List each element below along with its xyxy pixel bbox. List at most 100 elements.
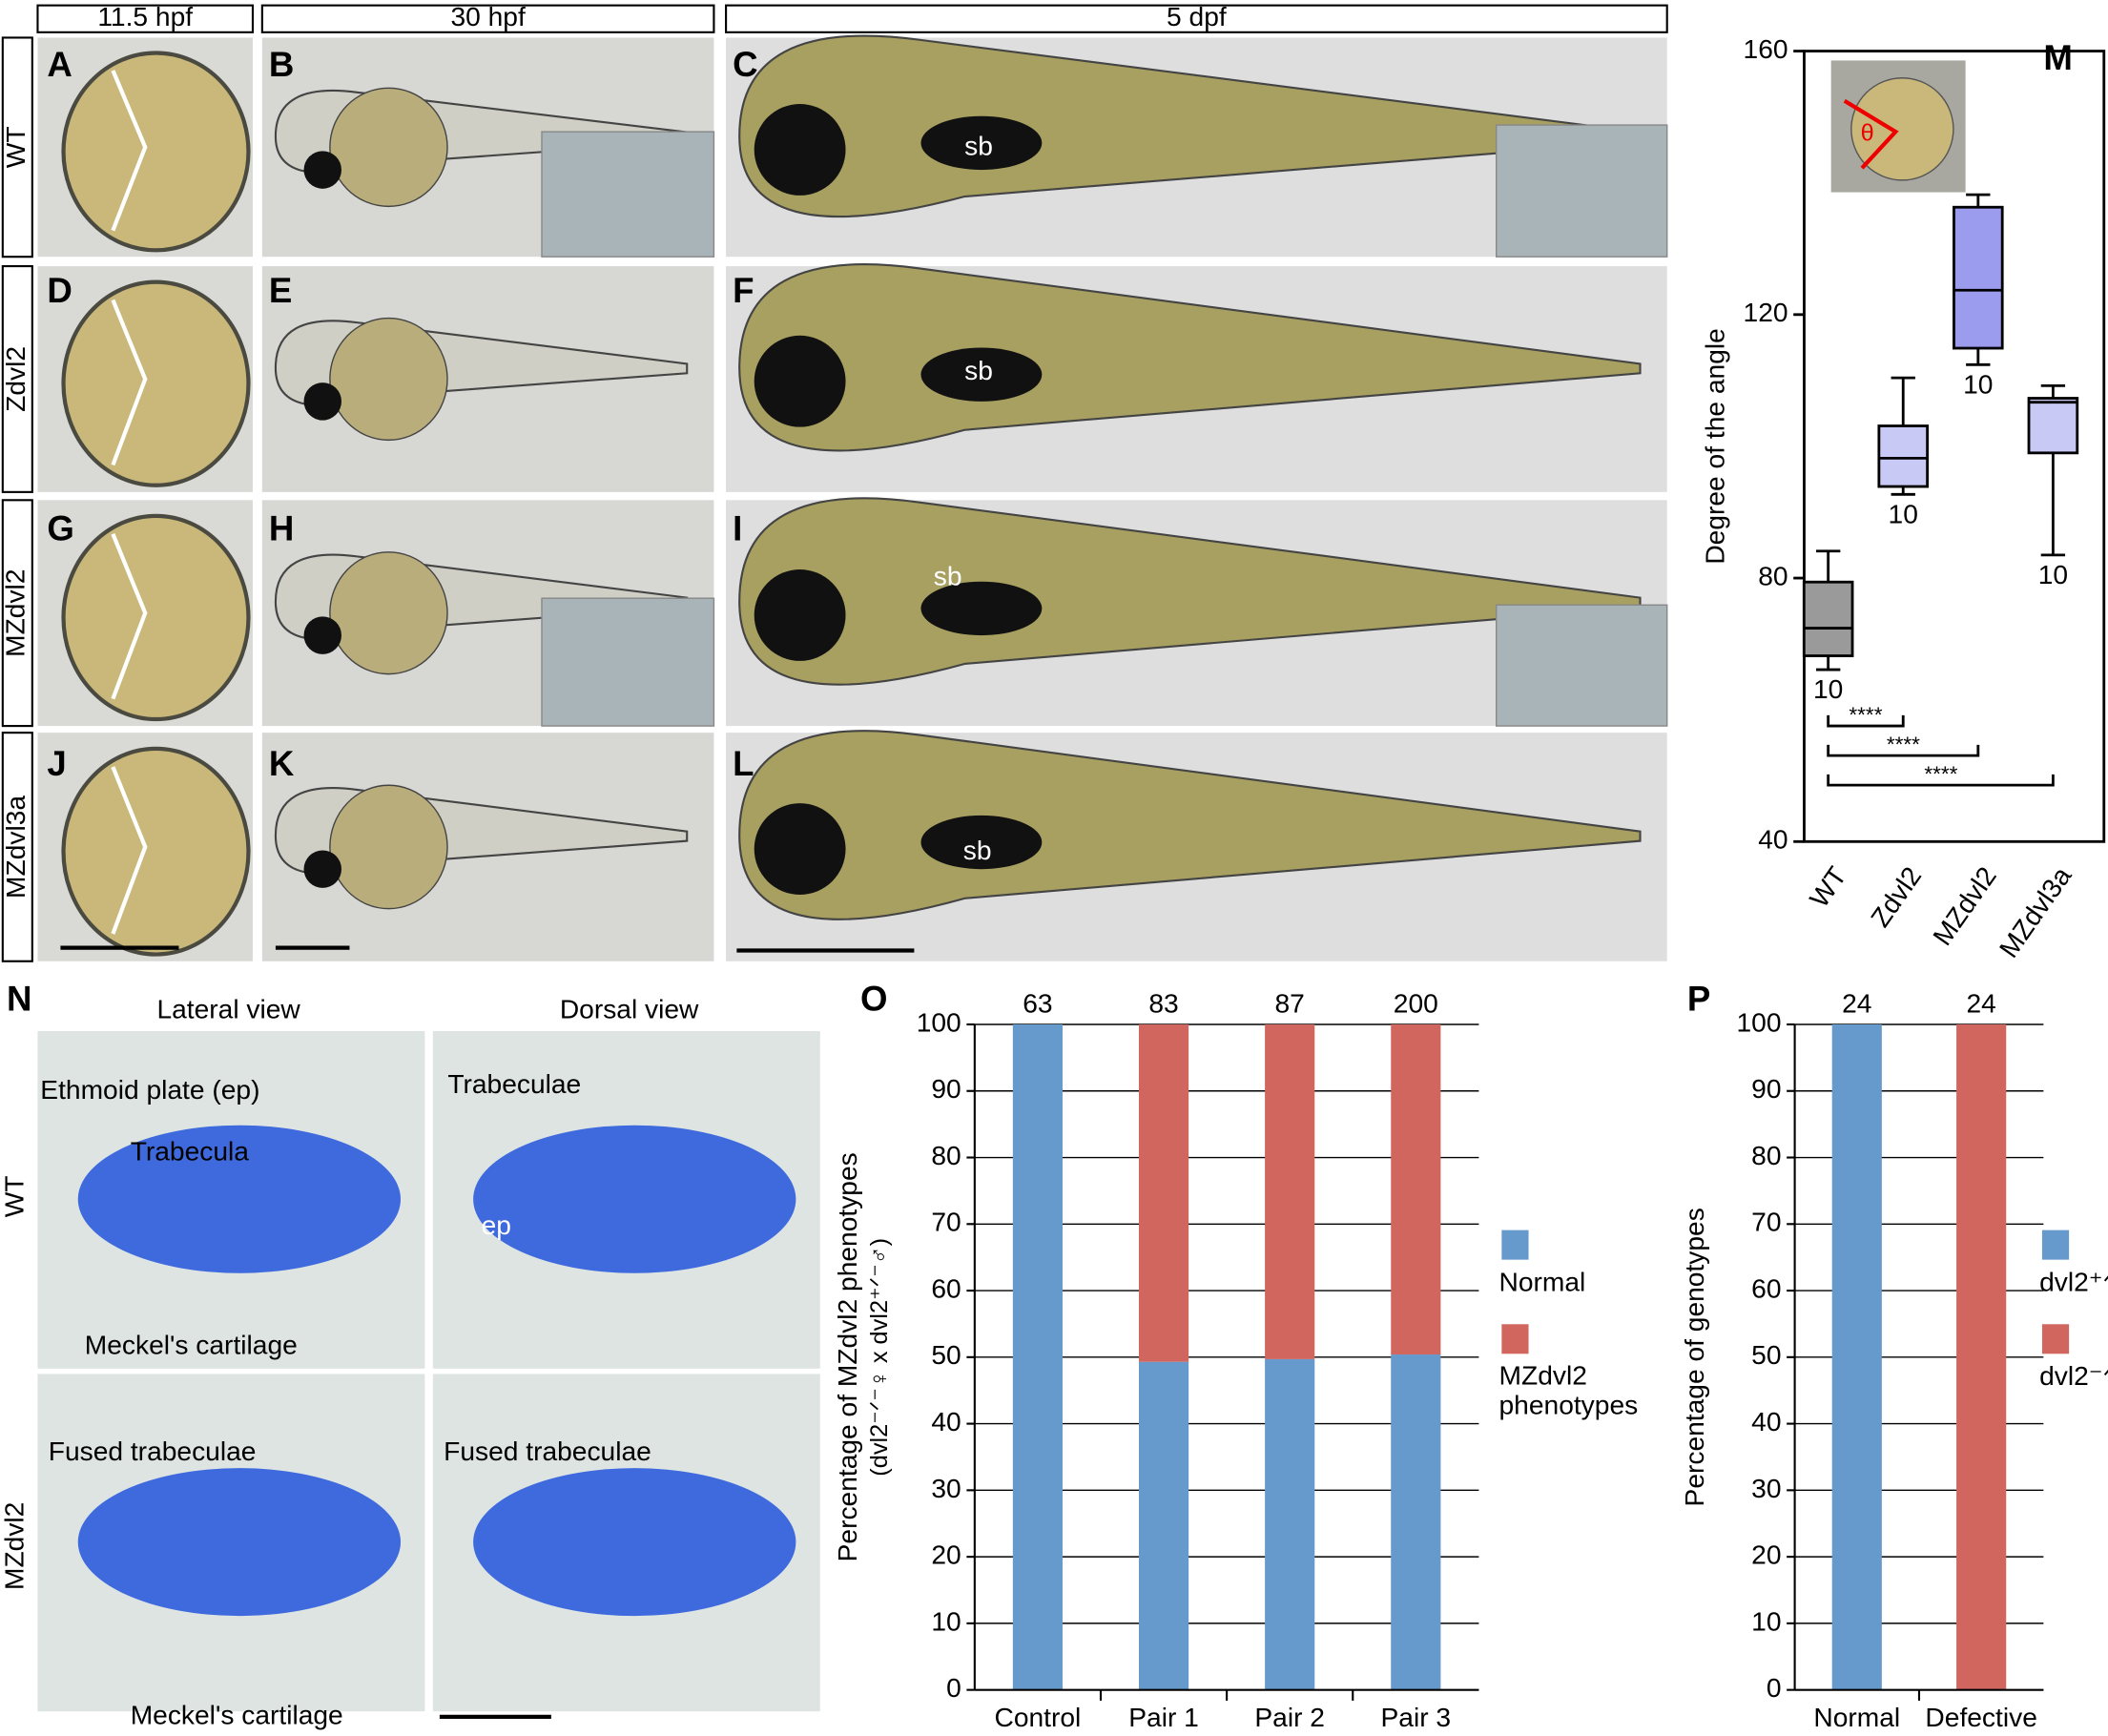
y-axis-label: Percentage of genotypes [1679, 1208, 1709, 1506]
annotation: Meckel's cartilage [131, 1699, 343, 1729]
inset-photo [541, 597, 715, 727]
y-tick-label: 160 [1744, 33, 1788, 64]
y-tick-label: 120 [1744, 297, 1788, 327]
row-label: WT [0, 126, 31, 168]
row-label: MZdvl3a [0, 796, 31, 899]
x-tick-label: WT [1803, 861, 1851, 913]
bar-segment [1265, 1023, 1315, 1359]
column-header: 11.5 hpf [97, 1, 193, 31]
annotation: Fused trabeculae [444, 1436, 651, 1466]
x-tick-label: Defective [1925, 1702, 2036, 1732]
n-label: 10 [1889, 498, 1918, 528]
eye [754, 569, 846, 661]
bar-segment [1831, 1023, 1882, 1690]
embryo [61, 279, 251, 487]
y-tick-label: 100 [1736, 1006, 1781, 1037]
x-tick-label: Pair 2 [1254, 1702, 1325, 1732]
annotation: sb [964, 355, 993, 385]
cartilage-stain [77, 1468, 402, 1617]
n-label: 24 [1966, 988, 1995, 1019]
panel-letter: K [269, 744, 295, 783]
panel-letter: P [1687, 980, 1710, 1019]
panel-letter: E [269, 271, 292, 310]
bar-segment [1012, 1023, 1063, 1690]
view-title: Lateral view [156, 993, 300, 1023]
panel-letter: A [47, 45, 72, 84]
bar-segment [1391, 1354, 1441, 1690]
panel-letter: G [47, 508, 74, 548]
y-tick-label: 20 [931, 1540, 961, 1570]
legend-swatch [1501, 1230, 1529, 1260]
angle-line [111, 533, 148, 700]
y-tick-label: 90 [931, 1073, 961, 1104]
yolk [329, 551, 448, 675]
y-tick-label: 40 [1758, 824, 1788, 855]
x-tick-label: MZdvl2 [1927, 861, 2002, 951]
inset-photo [1496, 124, 1668, 258]
box [1802, 580, 1854, 657]
panel-letter: L [733, 744, 754, 783]
eye [754, 104, 846, 196]
angle-line [1843, 98, 1899, 170]
x-tick-label: Pair 3 [1381, 1702, 1452, 1732]
panel-letter: J [47, 744, 66, 783]
legend-swatch [2041, 1230, 2070, 1260]
box [1877, 424, 1930, 488]
panel-letter: M [2043, 38, 2073, 77]
box [2027, 397, 2079, 455]
annotation: Trabeculae [447, 1068, 581, 1099]
yolk [329, 784, 448, 910]
inset-photo [541, 131, 715, 258]
row-label-box [1, 265, 33, 493]
annotation: Trabecula [131, 1136, 250, 1167]
x-tick-label: MZdvl3a [1993, 860, 2077, 962]
eye [754, 335, 846, 427]
yolk [329, 87, 448, 208]
bar-segment [1956, 1023, 2007, 1690]
inset-photo [1496, 604, 1668, 727]
panel-letter: D [47, 271, 72, 310]
row-label: Zdvl2 [0, 346, 31, 412]
y-axis-label: Percentage of MZdvl2 phenotypes [832, 1152, 862, 1561]
swim-bladder [920, 581, 1043, 636]
x-tick-label: Pair 1 [1128, 1702, 1199, 1732]
eye [303, 616, 341, 654]
significance-label: **** [1924, 762, 1957, 786]
plot-frame [1803, 50, 2106, 843]
eye [303, 850, 341, 888]
row-label: WT [0, 1175, 29, 1217]
panel-letter: F [733, 271, 754, 310]
cartilage-stain [77, 1125, 402, 1273]
n-label: 83 [1148, 988, 1178, 1019]
y-tick-label: 0 [1767, 1672, 1782, 1703]
legend-swatch [1501, 1324, 1529, 1354]
y-tick-label: 10 [1751, 1605, 1781, 1636]
bar-segment [1265, 1358, 1315, 1690]
y-tick-label: 40 [1751, 1406, 1781, 1436]
y-tick-label: 70 [931, 1207, 961, 1237]
y-tick-label: 60 [931, 1272, 961, 1303]
legend-label: Normal [1499, 1266, 1586, 1296]
y-tick-label: 30 [1751, 1473, 1781, 1503]
n-label: 63 [1023, 988, 1052, 1019]
panel-letter: B [269, 45, 294, 84]
y-tick-label: 80 [1758, 560, 1788, 590]
inset-label: θ [1861, 120, 1874, 147]
y-tick-label: 80 [931, 1140, 961, 1170]
y-axis-label: (dvl2⁻ᐟ⁻♀ x dvl2⁺ᐟ⁻♂) [866, 1238, 893, 1477]
y-tick-label: 10 [931, 1605, 961, 1636]
y-tick-label: 100 [917, 1006, 961, 1037]
annotation: sb [934, 560, 962, 590]
larva [738, 730, 1642, 920]
significance-bracket [1827, 714, 1905, 728]
yolk [329, 317, 448, 442]
swim-bladder [920, 115, 1043, 171]
row-label-box [1, 36, 33, 258]
y-tick-label: 90 [1751, 1073, 1781, 1104]
embryo [61, 51, 251, 253]
column-header: 30 hpf [450, 1, 525, 31]
angle-line [111, 70, 148, 232]
y-tick-label: 20 [1751, 1540, 1781, 1570]
legend-swatch [2041, 1324, 2070, 1354]
n-label: 10 [1813, 673, 1843, 704]
